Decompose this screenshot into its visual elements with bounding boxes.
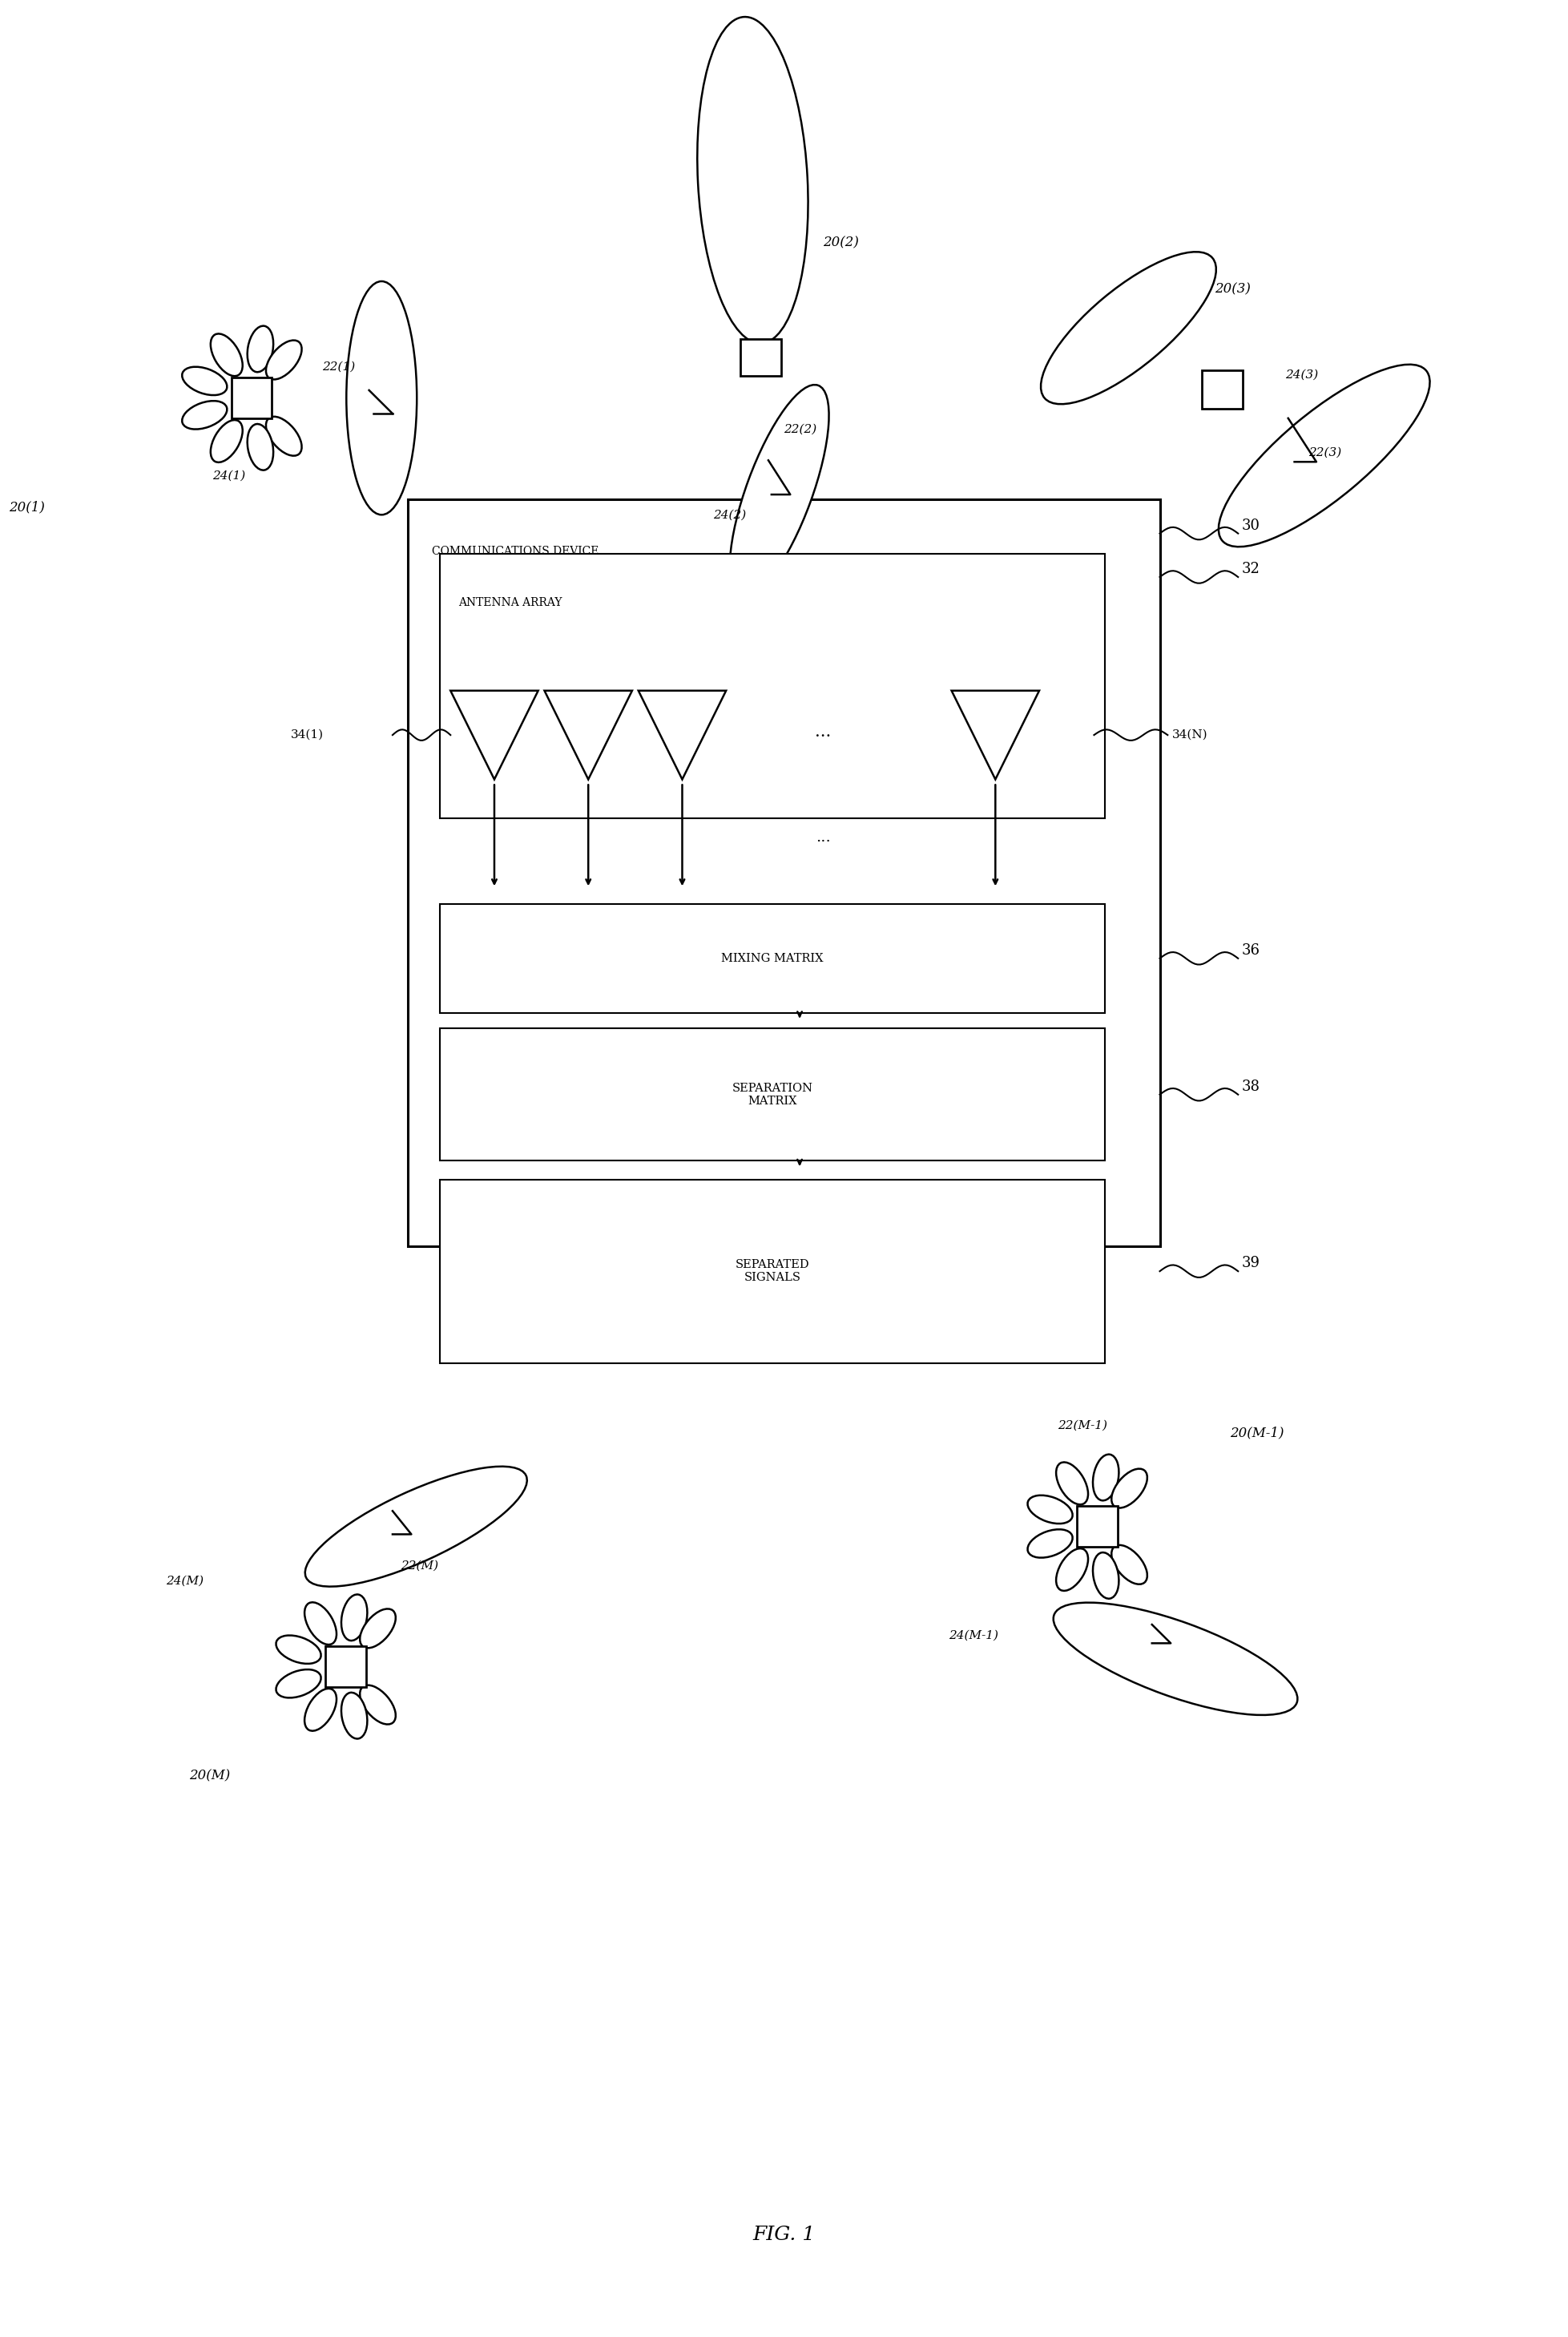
Ellipse shape — [182, 367, 227, 395]
Text: 30: 30 — [1242, 519, 1259, 533]
Polygon shape — [450, 692, 538, 778]
Polygon shape — [952, 692, 1040, 778]
Ellipse shape — [182, 402, 227, 430]
Text: 20(2): 20(2) — [823, 236, 859, 250]
Text: 22(1): 22(1) — [321, 362, 354, 372]
Bar — [439, 904, 1105, 1012]
Ellipse shape — [210, 421, 243, 463]
Ellipse shape — [347, 280, 417, 514]
Ellipse shape — [342, 1594, 367, 1641]
Text: 39: 39 — [1242, 1257, 1259, 1271]
Text: SEPARATED
SIGNALS: SEPARATED SIGNALS — [735, 1260, 809, 1283]
Ellipse shape — [361, 1608, 395, 1648]
Ellipse shape — [1027, 1528, 1073, 1559]
Ellipse shape — [306, 1465, 527, 1587]
Ellipse shape — [304, 1690, 337, 1732]
Ellipse shape — [1112, 1545, 1148, 1584]
Text: 22(M-1): 22(M-1) — [1058, 1419, 1107, 1430]
Text: ...: ... — [815, 724, 831, 738]
Text: COMMUNICATIONS DEVICE: COMMUNICATIONS DEVICE — [431, 547, 599, 556]
Text: 24(1): 24(1) — [213, 470, 246, 481]
Ellipse shape — [729, 386, 829, 598]
Text: 22(2): 22(2) — [784, 423, 817, 435]
Ellipse shape — [1218, 365, 1430, 547]
Text: 20(3): 20(3) — [1215, 283, 1251, 297]
Text: 34(N): 34(N) — [1173, 729, 1207, 741]
Ellipse shape — [248, 325, 273, 372]
Ellipse shape — [1054, 1603, 1297, 1715]
Ellipse shape — [1112, 1468, 1148, 1507]
Ellipse shape — [1027, 1496, 1073, 1524]
Text: 24(M): 24(M) — [166, 1575, 204, 1587]
Text: 20(M): 20(M) — [190, 1769, 230, 1783]
Text: 24(M-1): 24(M-1) — [949, 1629, 999, 1641]
Text: 34(1): 34(1) — [290, 729, 323, 741]
Bar — [232, 379, 271, 418]
Text: 20(1): 20(1) — [9, 500, 45, 514]
Text: MIXING MATRIX: MIXING MATRIX — [721, 953, 823, 963]
Bar — [325, 1645, 365, 1687]
Bar — [439, 554, 1105, 818]
Text: ANTENNA ARRAY: ANTENNA ARRAY — [458, 598, 561, 608]
Text: 36: 36 — [1242, 944, 1259, 958]
Ellipse shape — [1093, 1552, 1120, 1599]
Text: 22(M): 22(M) — [400, 1559, 437, 1570]
Text: ...: ... — [815, 830, 831, 846]
Bar — [1077, 1507, 1118, 1547]
Bar — [1203, 369, 1243, 409]
Bar — [439, 1180, 1105, 1362]
Ellipse shape — [276, 1636, 321, 1664]
Bar — [740, 339, 781, 376]
Text: FIG. 1: FIG. 1 — [753, 2225, 815, 2244]
Text: 24(2): 24(2) — [713, 509, 746, 521]
Text: 22(3): 22(3) — [1309, 446, 1342, 458]
Ellipse shape — [698, 16, 808, 344]
Bar — [439, 1028, 1105, 1161]
Ellipse shape — [267, 416, 301, 456]
Ellipse shape — [304, 1603, 337, 1645]
Text: 20(M-1): 20(M-1) — [1231, 1426, 1284, 1440]
Ellipse shape — [361, 1685, 395, 1725]
Ellipse shape — [342, 1692, 367, 1739]
Text: 24(3): 24(3) — [1286, 369, 1319, 381]
Ellipse shape — [1057, 1549, 1088, 1591]
Ellipse shape — [1057, 1463, 1088, 1505]
Polygon shape — [638, 692, 726, 778]
Bar — [408, 500, 1160, 1246]
Text: SEPARATION
MATRIX: SEPARATION MATRIX — [732, 1082, 812, 1108]
Text: 38: 38 — [1242, 1080, 1259, 1094]
Ellipse shape — [248, 423, 273, 470]
Polygon shape — [544, 692, 632, 778]
Text: 32: 32 — [1242, 561, 1259, 577]
Ellipse shape — [1041, 252, 1217, 404]
Ellipse shape — [1093, 1454, 1120, 1500]
Ellipse shape — [210, 334, 243, 376]
Ellipse shape — [267, 341, 301, 379]
Ellipse shape — [276, 1669, 321, 1697]
